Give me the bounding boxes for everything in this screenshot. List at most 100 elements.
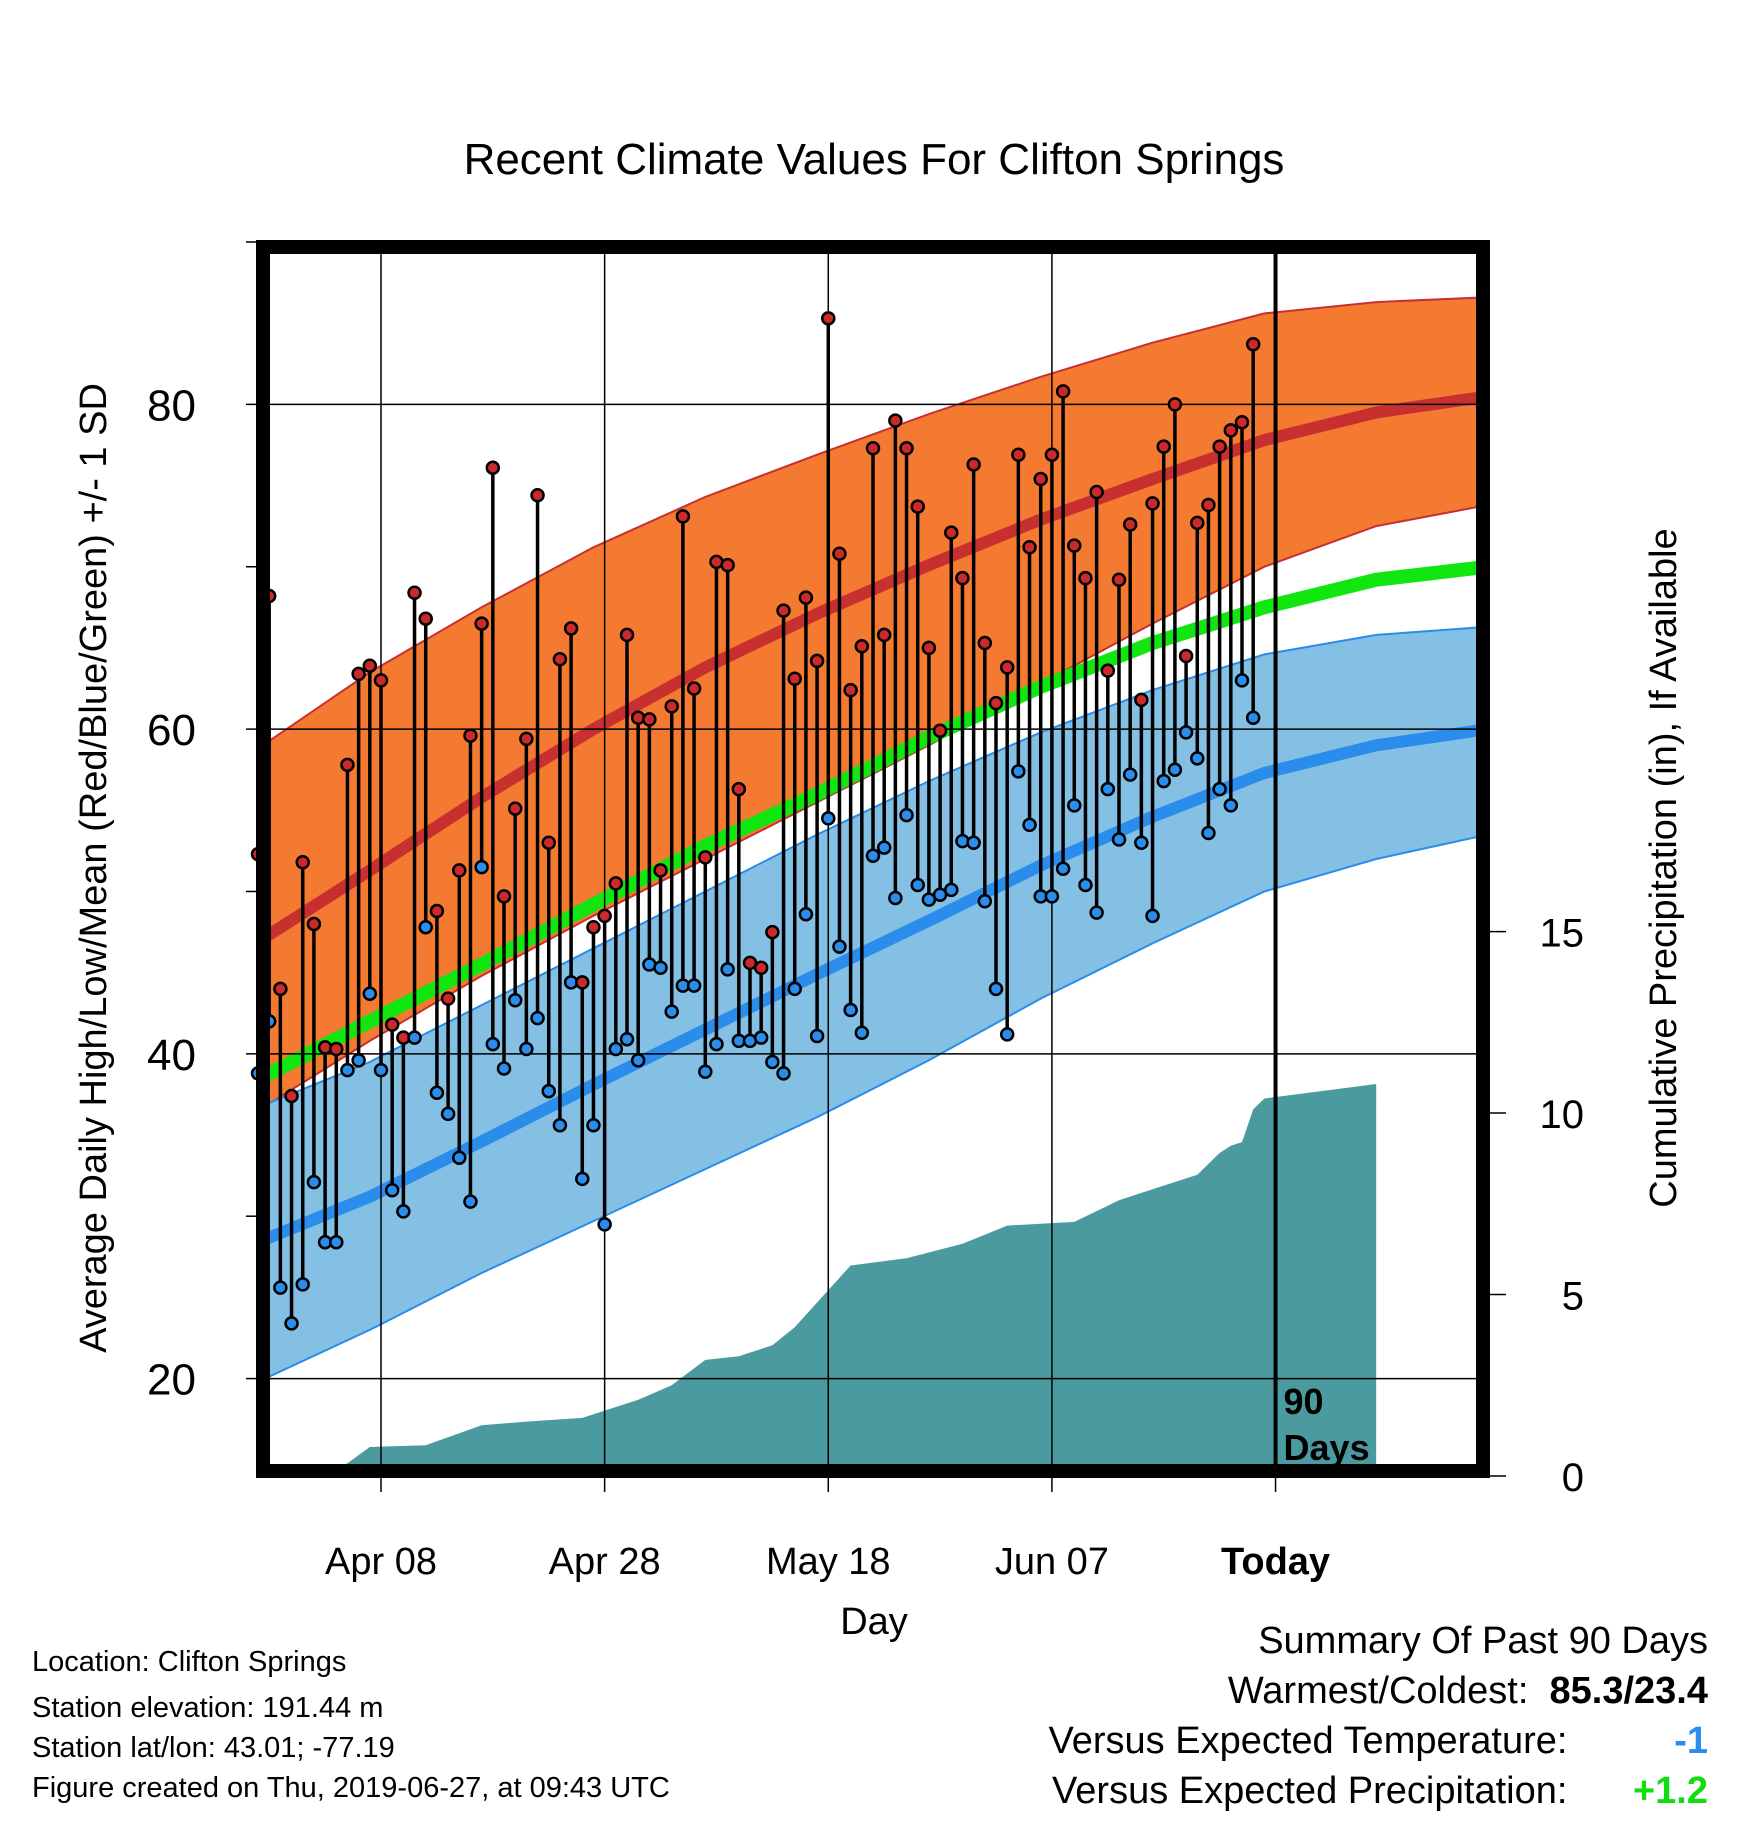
daily-high-point <box>787 671 802 687</box>
daily-high-point <box>1044 447 1060 462</box>
daily-high-point <box>798 590 814 605</box>
daily-high-point <box>485 460 501 475</box>
daily-low-point <box>519 1041 534 1057</box>
daily-high-point <box>407 585 422 600</box>
daily-low-point <box>351 1053 366 1068</box>
low-band-lower-edge <box>263 835 1481 1381</box>
daily-high-point <box>306 916 322 932</box>
daily-low-point <box>362 986 378 1002</box>
daily-high-point <box>899 440 914 456</box>
summary-temperature-value: -1 <box>1674 1720 1708 1762</box>
daily-high-point <box>1011 447 1026 462</box>
y2-tick-label: 15 <box>1540 912 1585 956</box>
daily-high-point <box>765 924 780 940</box>
high-band-upper-edge <box>263 296 1481 747</box>
secondary-y-axis-label: Cumulative Precipitation (in), If Availa… <box>1643 528 1685 1207</box>
daily-high-point <box>340 757 355 773</box>
daily-high-point <box>429 903 445 919</box>
daily-low-point <box>1100 781 1116 797</box>
x-tick-label: May 18 <box>766 1541 891 1583</box>
daily-high-point <box>944 525 959 540</box>
daily-high-point <box>664 699 679 714</box>
daily-high-point <box>1111 572 1127 587</box>
daily-low-point <box>821 811 836 826</box>
daily-low-point <box>485 1036 501 1052</box>
daily-high-point <box>854 639 870 654</box>
daily-low-point <box>463 1194 478 1209</box>
daily-high-point <box>440 991 456 1006</box>
daily-low-point <box>988 981 1004 997</box>
today-days-number: 90 <box>1284 1381 1324 1422</box>
daily-low-point <box>340 1062 355 1078</box>
daily-low-point <box>530 1010 545 1026</box>
daily-low-point <box>1078 877 1093 893</box>
footer-latlon: Station lat/lon: 43.01; -77.19 <box>32 1732 395 1764</box>
daily-high-point <box>910 499 925 514</box>
daily-high-point <box>865 440 881 456</box>
daily-high-point <box>1190 515 1205 531</box>
x-axis-label: Day <box>840 1601 908 1643</box>
daily-high-point <box>1178 648 1194 664</box>
low-sd-band <box>263 627 1481 1380</box>
daily-low-point <box>273 1280 288 1295</box>
daily-low-point <box>1223 798 1239 813</box>
y2-tick-label: 5 <box>1562 1275 1584 1319</box>
y2-tick-label: 0 <box>1562 1456 1584 1500</box>
daily-high-point <box>530 488 545 503</box>
daily-low-point <box>798 906 814 922</box>
daily-high-point <box>608 876 624 891</box>
daily-low-point <box>396 1204 411 1219</box>
daily-low-point <box>832 939 847 954</box>
daily-low-point <box>787 981 802 997</box>
daily-high-point <box>1122 517 1138 532</box>
daily-high-point <box>686 681 702 696</box>
daily-low-point <box>1134 835 1149 851</box>
daily-low-point <box>575 1171 590 1187</box>
summary-warmest-label: Warmest/Coldest: <box>1227 1670 1529 1712</box>
daily-high-point <box>284 1088 299 1104</box>
daily-low-point <box>407 1030 422 1045</box>
daily-high-point <box>563 621 579 636</box>
daily-high-point <box>586 919 601 935</box>
x-tick-label: Apr 08 <box>325 1541 437 1583</box>
summary-title: Summary Of Past 90 Days <box>1258 1620 1708 1662</box>
daily-high-point <box>642 712 657 727</box>
normal-low-line <box>263 724 1481 1247</box>
daily-low-point <box>1055 861 1071 876</box>
x-tick-label: Jun 07 <box>995 1541 1109 1583</box>
daily-low-point <box>295 1277 310 1292</box>
daily-high-point <box>474 616 489 631</box>
footer-created: Figure created on Thu, 2019-06-27, at 09… <box>32 1772 670 1804</box>
daily-low-point <box>977 893 993 909</box>
footer-elevation: Station elevation: 191.44 m <box>32 1692 384 1724</box>
y-tick-label: 60 <box>147 706 196 755</box>
daily-low-point <box>586 1118 601 1133</box>
daily-low-point <box>1201 825 1216 841</box>
daily-high-point <box>809 653 825 669</box>
daily-high-point <box>1167 397 1183 412</box>
daily-low-point <box>709 1036 724 1052</box>
summary-temperature-row: Versus Expected Temperature: -1 <box>1049 1720 1708 1763</box>
daily-high-point <box>1134 692 1149 708</box>
daily-low-point <box>496 1061 512 1076</box>
daily-low-point <box>373 1062 389 1078</box>
daily-low-point <box>1167 762 1183 777</box>
daily-low-point <box>809 1028 825 1044</box>
plot-frame <box>256 240 1490 1478</box>
daily-high-point <box>351 666 366 682</box>
daily-high-point <box>921 640 937 656</box>
daily-high-point <box>988 695 1004 711</box>
daily-high-point <box>955 570 970 586</box>
summary-precipitation-row: Versus Expected Precipitation: +1.2 <box>1052 1770 1708 1813</box>
daily-high-point <box>888 413 903 428</box>
daily-low-point <box>1044 889 1060 904</box>
daily-low-point <box>776 1066 791 1081</box>
daily-high-point <box>698 850 713 865</box>
daily-high-point <box>1100 663 1116 678</box>
daily-low-point <box>1245 710 1261 725</box>
daily-high-point <box>821 311 836 326</box>
chart-title: Recent Climate Values For Clifton Spring… <box>464 135 1285 184</box>
daily-high-point <box>832 546 847 561</box>
daily-high-point <box>932 723 948 738</box>
